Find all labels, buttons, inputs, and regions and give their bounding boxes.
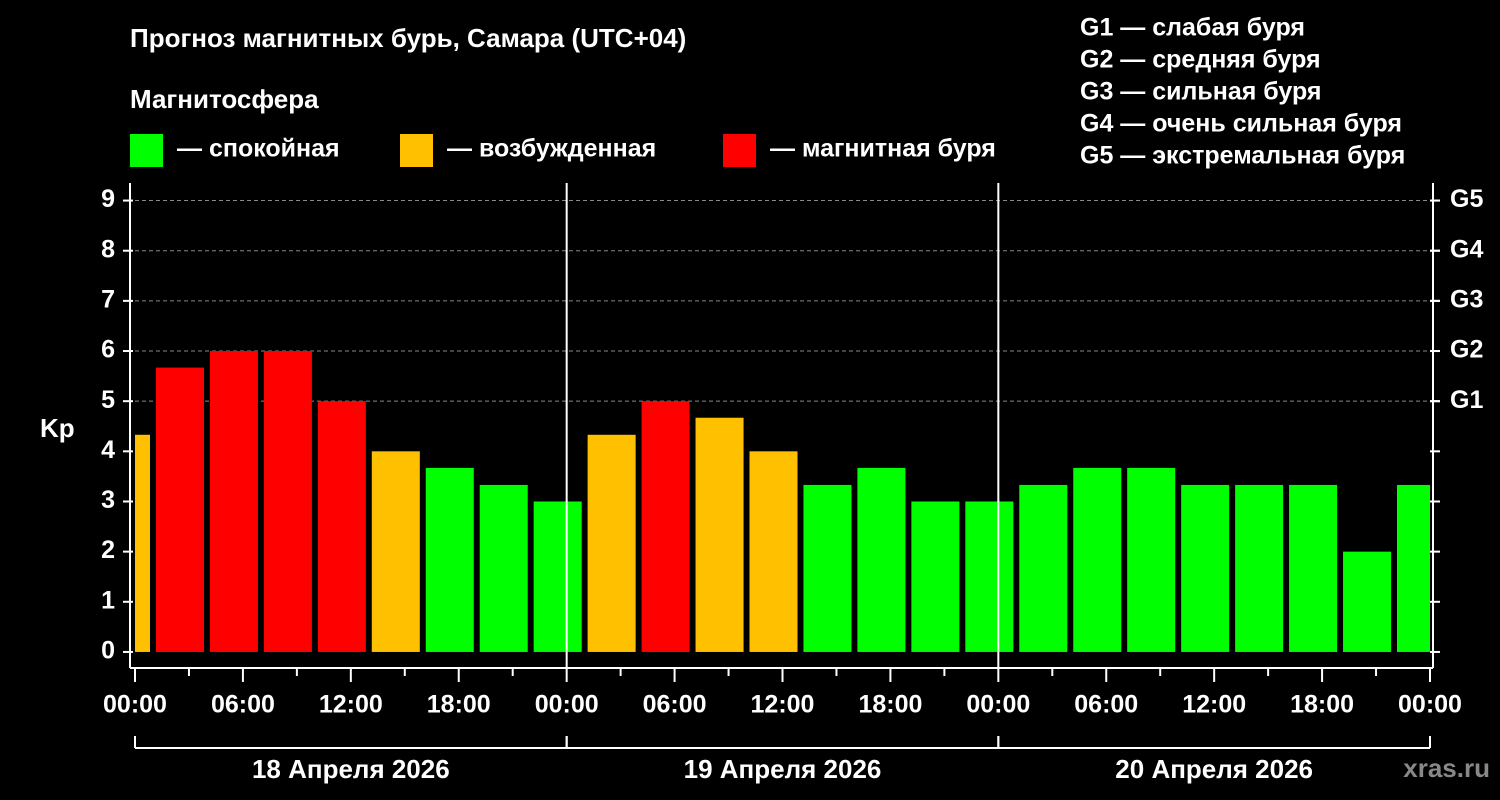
x-tick-label: 12:00 (751, 691, 815, 719)
day-label: 18 Апреля 2026 (252, 754, 450, 784)
y-tick-label: 4 (101, 436, 115, 464)
bar (803, 484, 852, 652)
x-tick-label: 18:00 (858, 691, 922, 719)
legend-swatch (400, 134, 433, 167)
chart-title: Прогноз магнитных бурь, Самара (UTC+04) (130, 23, 686, 53)
bar (209, 351, 258, 652)
y2-tick-label: G5 (1450, 185, 1483, 213)
legend-swatch (130, 134, 163, 167)
y2-tick-label: G3 (1450, 285, 1483, 313)
y-axis-label: Kp (40, 413, 75, 443)
bar (479, 484, 528, 652)
watermark: xras.ru (1403, 753, 1490, 783)
y2-tick-label: G1 (1450, 386, 1483, 414)
legend-label: — спокойная (177, 135, 340, 163)
y-tick-label: 3 (101, 486, 115, 514)
x-tick-label: 18:00 (427, 691, 491, 719)
y-tick-label: 6 (101, 336, 115, 364)
scale-note: G3 — сильная буря (1080, 78, 1322, 106)
legend-title: Магнитосфера (130, 84, 319, 114)
scale-note: G2 — средняя буря (1080, 46, 1321, 74)
bar (1343, 551, 1392, 652)
y-tick-label: 8 (101, 235, 115, 263)
y2-tick-label: G2 (1450, 336, 1483, 364)
bar (857, 467, 906, 652)
legend-label: — магнитная буря (770, 135, 996, 163)
bar (641, 401, 690, 652)
y-tick-label: 7 (101, 285, 115, 313)
scale-note: G4 — очень сильная буря (1080, 110, 1402, 138)
x-tick-label: 06:00 (1074, 691, 1138, 719)
bar (1073, 467, 1122, 652)
bar (371, 451, 420, 652)
x-tick-label: 12:00 (1182, 691, 1246, 719)
bar (695, 417, 744, 652)
x-tick-label: 00:00 (966, 691, 1030, 719)
x-tick-label: 00:00 (103, 691, 167, 719)
bars (135, 351, 1430, 652)
scale-note: G5 — экстремальная буря (1080, 142, 1405, 170)
bar (263, 351, 312, 652)
x-tick-label: 12:00 (319, 691, 383, 719)
bar (1235, 484, 1284, 652)
bar (749, 451, 798, 652)
x-tick-label: 06:00 (211, 691, 275, 719)
bar (1127, 467, 1176, 652)
y2-tick-label: G4 (1450, 235, 1483, 263)
legend-swatch (723, 134, 756, 167)
x-tick-label: 00:00 (1398, 691, 1462, 719)
scale-note: G1 — слабая буря (1080, 14, 1305, 42)
bar (965, 501, 1014, 652)
bar (135, 434, 151, 652)
bar (911, 501, 960, 652)
bar (1289, 484, 1338, 652)
bar (425, 467, 474, 652)
bar (1019, 484, 1068, 652)
bar (317, 401, 366, 652)
y-tick-label: 5 (101, 386, 115, 414)
bar (533, 501, 582, 652)
x-tick-label: 18:00 (1290, 691, 1354, 719)
y-tick-label: 2 (101, 536, 115, 564)
day-label: 19 Апреля 2026 (684, 754, 882, 784)
bar (1181, 484, 1230, 652)
y-tick-label: 0 (101, 637, 115, 665)
y-tick-label: 1 (101, 586, 115, 614)
x-tick-label: 06:00 (643, 691, 707, 719)
legend-label: — возбужденная (447, 135, 656, 163)
y-tick-label: 9 (101, 185, 115, 213)
bar (1396, 484, 1430, 652)
bar (587, 434, 636, 652)
day-label: 20 Апреля 2026 (1115, 754, 1313, 784)
bar (155, 367, 204, 652)
x-tick-label: 00:00 (535, 691, 599, 719)
